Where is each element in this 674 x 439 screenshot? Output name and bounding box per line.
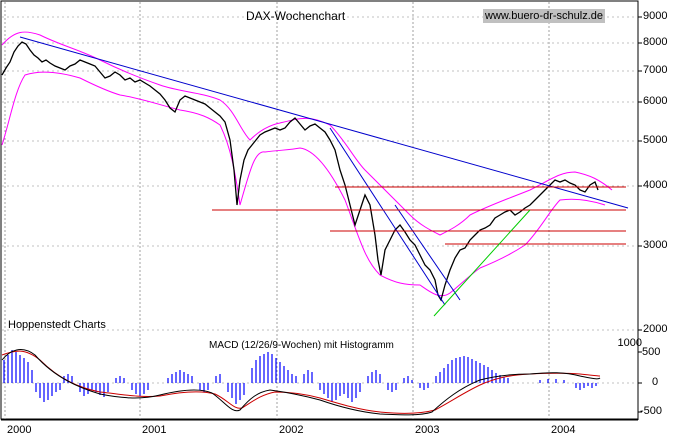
website-url-label: www.buero-dr-schulz.de (483, 9, 605, 23)
y-tick: 2000 (643, 323, 668, 335)
y-tick: 4000 (643, 179, 668, 191)
x-tick: 2004 (551, 424, 576, 436)
y-tick: 8000 (643, 36, 668, 48)
x-tick: 2003 (415, 424, 440, 436)
support-lines (212, 186, 626, 245)
macd-label: MACD (12/26/9-Wochen) mit Histogramm (209, 340, 394, 351)
blue-trendline (19, 36, 629, 209)
macd-tick: 0 (652, 376, 659, 388)
x-tick: 2002 (279, 424, 304, 436)
y-tick: 7000 (643, 64, 668, 76)
macd-line (1, 349, 601, 416)
price-series (1, 41, 599, 302)
macd-tick: 1000 (617, 337, 642, 349)
source-label: Hoppenstedt Charts (8, 319, 106, 331)
x-tick: 2001 (142, 424, 167, 436)
y-tick: 5000 (643, 134, 668, 146)
y-tick: 6000 (643, 95, 668, 107)
bollinger-bands (1, 31, 613, 297)
x-tick: 2000 (7, 424, 32, 436)
chart-title: DAX-Wochenchart (246, 9, 346, 23)
macd-histogram (3, 350, 597, 404)
macd-tick: 500 (642, 346, 661, 358)
macd-tick: -500 (640, 405, 663, 417)
green-trendline (433, 209, 531, 317)
y-tick: 9000 (643, 10, 668, 22)
y-tick: 3000 (643, 239, 668, 251)
